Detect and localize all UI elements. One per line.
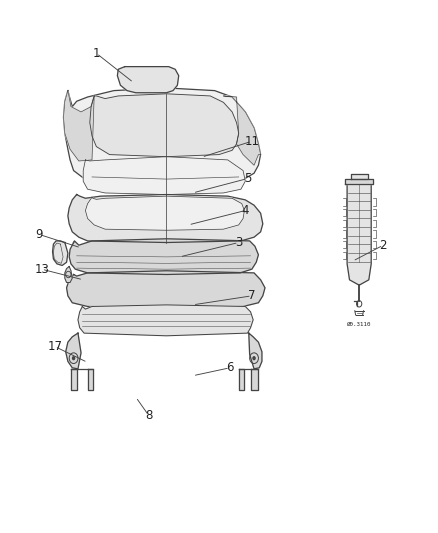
Polygon shape: [68, 195, 263, 243]
Polygon shape: [85, 196, 244, 230]
Polygon shape: [83, 157, 245, 195]
Polygon shape: [67, 271, 265, 308]
Polygon shape: [64, 91, 94, 161]
Polygon shape: [66, 333, 81, 369]
Text: Ø0.3110: Ø0.3110: [347, 321, 371, 326]
Polygon shape: [239, 369, 244, 390]
Text: 2: 2: [379, 239, 387, 252]
Polygon shape: [90, 94, 239, 157]
Text: 11: 11: [244, 135, 259, 148]
Polygon shape: [351, 174, 367, 179]
Circle shape: [72, 356, 75, 360]
Text: 6: 6: [226, 361, 234, 374]
Text: 9: 9: [35, 228, 43, 241]
Polygon shape: [251, 369, 258, 390]
Polygon shape: [223, 96, 261, 165]
Polygon shape: [71, 369, 77, 390]
Text: 1: 1: [92, 47, 100, 60]
Polygon shape: [64, 88, 261, 188]
Text: 5: 5: [244, 172, 251, 185]
Polygon shape: [69, 239, 258, 274]
Polygon shape: [117, 67, 179, 93]
Polygon shape: [345, 179, 373, 184]
Polygon shape: [249, 333, 262, 369]
Text: 3: 3: [235, 236, 242, 249]
Text: 17: 17: [47, 340, 62, 353]
Polygon shape: [53, 241, 68, 265]
Text: 7: 7: [248, 289, 256, 302]
Text: 4: 4: [241, 204, 249, 217]
Polygon shape: [347, 184, 371, 285]
Polygon shape: [65, 266, 72, 282]
Polygon shape: [88, 369, 93, 390]
Circle shape: [252, 356, 256, 360]
Text: 13: 13: [34, 263, 49, 276]
Polygon shape: [78, 305, 253, 336]
Text: 8: 8: [145, 409, 152, 422]
